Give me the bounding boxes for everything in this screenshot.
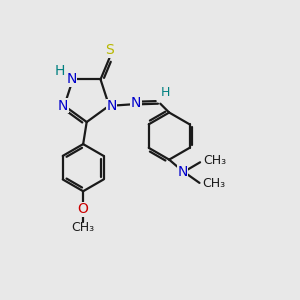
Text: O: O: [78, 202, 88, 217]
Text: N: N: [177, 165, 188, 179]
Text: S: S: [106, 43, 114, 57]
Text: CH₃: CH₃: [72, 220, 95, 234]
Text: H: H: [161, 86, 170, 99]
Text: CH₃: CH₃: [202, 177, 226, 190]
Text: N: N: [131, 96, 141, 110]
Text: CH₃: CH₃: [204, 154, 227, 167]
Text: H: H: [54, 64, 65, 78]
Text: N: N: [66, 72, 76, 86]
Text: N: N: [58, 99, 68, 113]
Text: N: N: [106, 99, 117, 113]
